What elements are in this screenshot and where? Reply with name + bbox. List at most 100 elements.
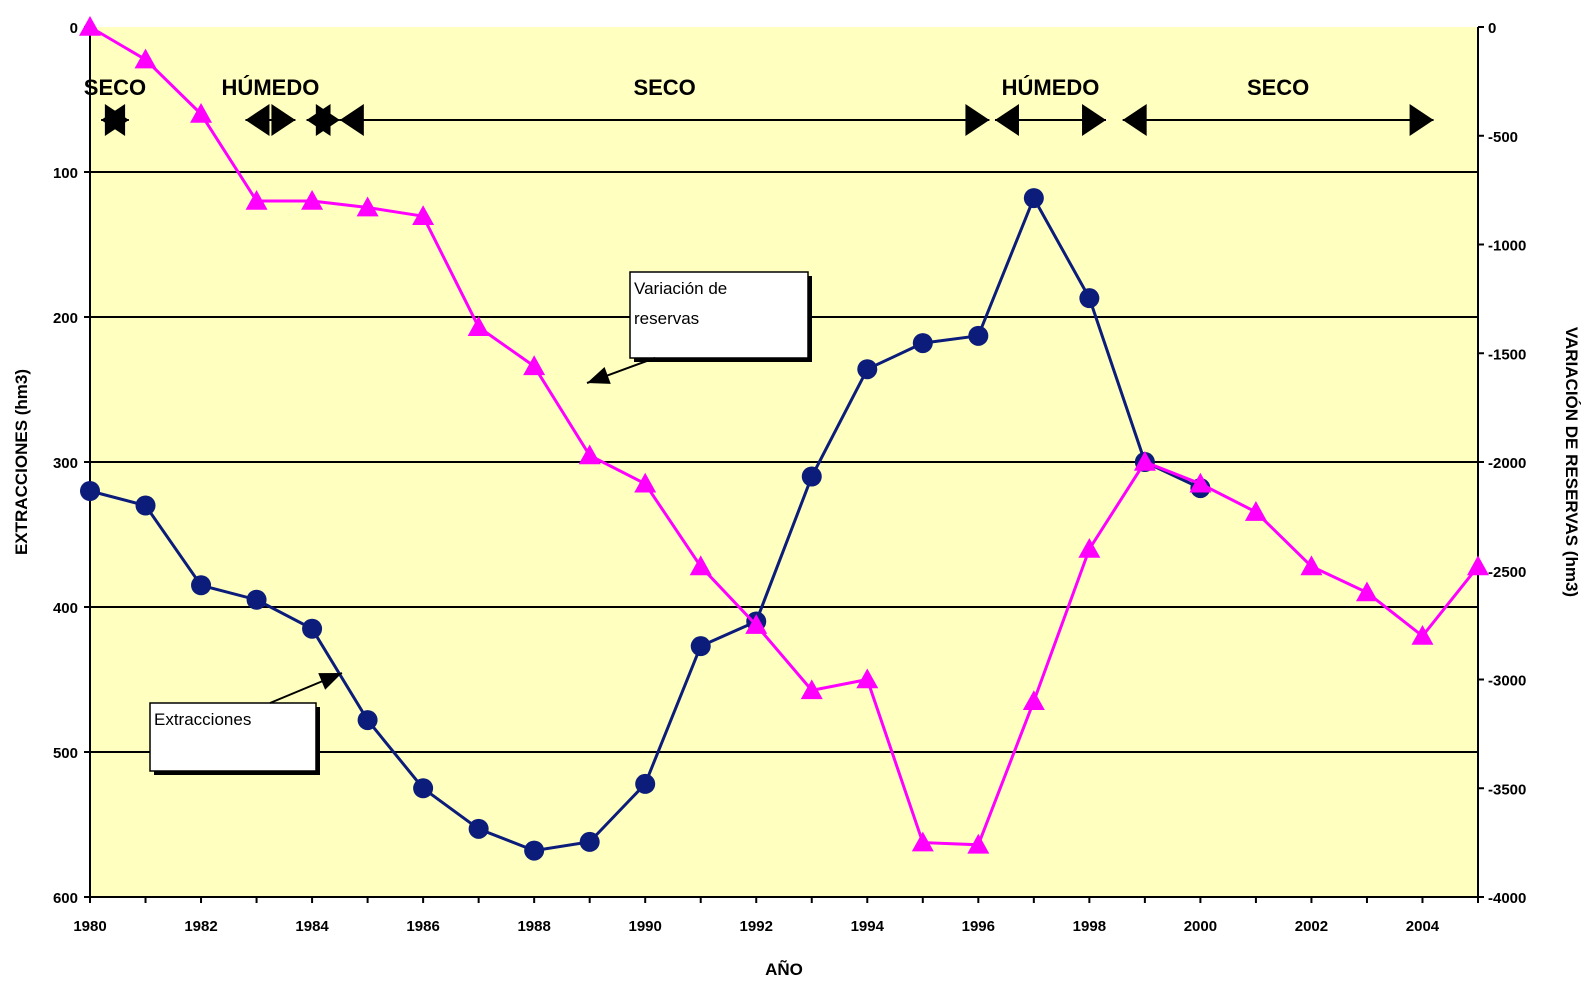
period-label: SECO [1247,75,1309,100]
data-point [1079,288,1100,309]
axes: 0 100 200 300 400 500 600 0 -500 -1000 -1500 -2000 -… [53,20,1526,935]
period-arrowhead [339,104,364,136]
data-point [801,466,822,487]
left-tick-label: 300 [53,455,78,472]
callout-text: Variación de [634,279,727,298]
x-tick-label: 1992 [740,918,773,935]
data-point [800,679,823,700]
right-tick-label: -1500 [1488,346,1526,363]
data-point [135,495,156,516]
data-point [579,831,600,852]
callout-arrowhead [587,366,611,384]
data-point [1078,538,1101,558]
data-point [134,48,157,69]
right-tick-label: -2500 [1488,564,1526,581]
data-point [857,359,878,380]
period-arrowhead [1409,104,1434,136]
period-label: HÚMEDO [222,75,320,100]
data-point [1189,472,1212,493]
x-tick-label: 1998 [1073,918,1106,935]
x-tick-label: 1982 [184,918,217,935]
left-tick-label: 0 [70,20,78,37]
data-point [1023,188,1044,209]
right-axis-title: VARIACIÓN DE RESERVAS (hm3) [1562,327,1581,597]
period-arrowhead [104,104,129,136]
callout-text: reservas [634,309,699,328]
data-point [911,831,934,852]
data-point [635,773,656,794]
right-tick-label: -500 [1488,129,1518,146]
data-point [1133,451,1156,471]
x-tick-label: 1994 [851,918,885,935]
callouts: Variación de reservas Extracciones [149,271,812,775]
right-tick-label: -3500 [1488,781,1526,798]
x-tick-label: 2002 [1295,918,1328,935]
period-arrowhead [271,104,296,136]
period-arrowhead [965,104,990,136]
period-arrowhead [1082,104,1107,136]
data-point [246,589,267,610]
period-markers: SECO HÚMEDO SECO HÚMEDO SECO [84,75,1434,136]
data-point [79,16,101,36]
x-tick-label: 2000 [1184,918,1217,935]
left-tick-label: 100 [53,165,78,182]
data-point [190,103,213,123]
data-point [356,196,379,217]
left-tick-label: 600 [53,890,78,907]
data-point [689,555,712,576]
period-arrowhead [994,104,1019,136]
left-tick-label: 200 [53,310,78,327]
left-tick-label: 400 [53,600,78,617]
data-point [467,316,490,336]
series-line [89,25,1480,847]
left-tick-label: 500 [53,745,78,762]
data-point [912,333,933,354]
data-point [1244,501,1267,521]
data-point [357,710,378,731]
data-point [468,818,489,839]
data-point [1300,555,1323,576]
left-axis-title: EXTRACCIONES (hm3) [12,369,31,555]
data-point [412,205,435,226]
data-point [245,190,268,210]
data-point [80,481,100,501]
data-point [524,840,545,861]
series-layer [79,16,1489,861]
data-point [690,636,711,657]
data-point [745,614,768,634]
data-point [191,575,212,596]
x-tick-label: 1990 [629,918,662,935]
x-tick-label: 1980 [73,918,106,935]
x-axis-title: AÑO [765,959,803,979]
data-point [413,778,434,799]
period-arrowhead [245,104,270,136]
right-tick-label: -3000 [1488,673,1526,690]
x-tick-label: 1988 [517,918,550,935]
data-point [1355,581,1378,602]
data-point [578,444,601,465]
data-point [968,325,989,346]
right-tick-label: 0 [1488,20,1496,37]
period-arrowhead [315,104,340,136]
data-point [302,618,323,639]
data-point [523,355,546,376]
x-tick-label: 1984 [295,918,329,935]
data-point [1411,625,1434,645]
x-tick-label: 2004 [1406,918,1440,935]
period-label: SECO [84,75,146,100]
data-point [967,833,990,854]
callout-text: Extracciones [154,710,251,729]
x-tick-label: 1996 [962,918,995,935]
x-tick-label: 1986 [406,918,439,935]
callout-arrowhead [318,673,342,690]
right-tick-label: -4000 [1488,890,1526,907]
callout-box [149,702,317,772]
data-point [856,668,879,689]
right-tick-label: -1000 [1488,238,1526,255]
data-point [301,190,324,210]
data-point [1467,555,1489,576]
callout-box [629,271,809,359]
period-label: HÚMEDO [1002,75,1100,100]
data-point [1022,690,1045,711]
